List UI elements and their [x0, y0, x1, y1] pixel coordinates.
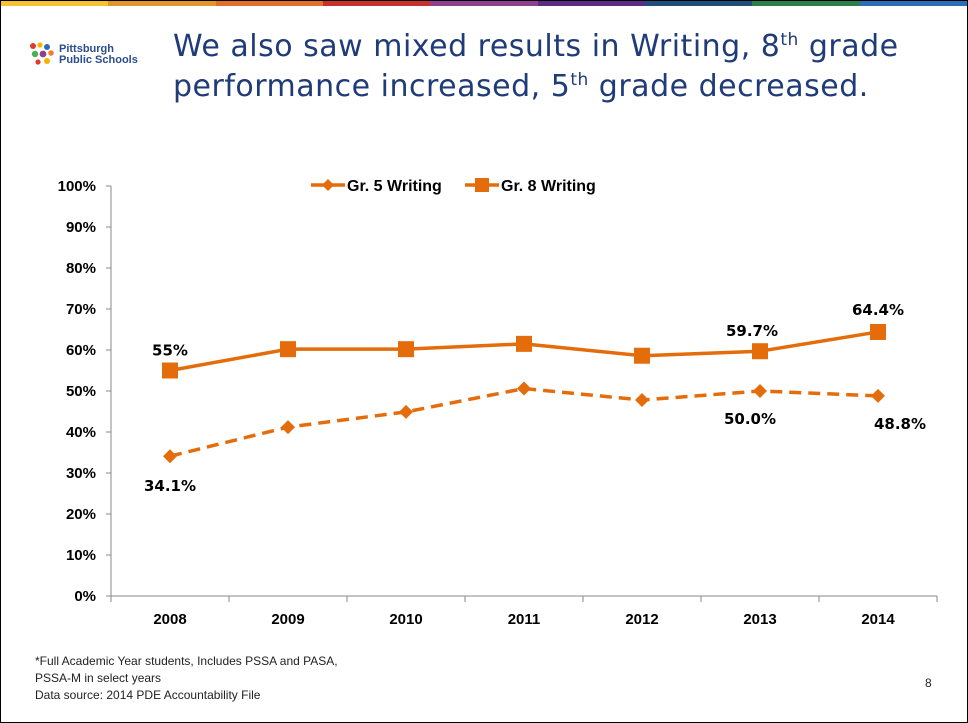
- y-tick-label: 100%: [58, 178, 96, 195]
- x-tick-label: 2012: [625, 611, 658, 628]
- logo-dot: [35, 59, 41, 65]
- y-tick-label: 0%: [74, 588, 96, 605]
- top-bar-segment: [108, 1, 216, 6]
- logo-dot: [44, 58, 50, 64]
- title-superscript-2: th: [570, 70, 589, 90]
- data-point-gr5: [635, 393, 649, 408]
- x-tick-label: 2011: [508, 611, 541, 628]
- top-bar-segment: [430, 1, 538, 6]
- data-label: 50.0%: [724, 410, 776, 428]
- x-tick-label: 2013: [743, 611, 776, 628]
- y-tick-label: 50%: [66, 383, 96, 400]
- y-tick-label: 30%: [66, 465, 96, 482]
- logo-dot: [48, 50, 54, 56]
- school-logo-icon: [30, 42, 54, 65]
- title-part-1: We also saw mixed results in Writing, 8: [173, 29, 781, 64]
- legend-label: Gr. 5 Writing: [347, 178, 442, 195]
- data-point-gr8: [870, 323, 886, 340]
- x-tick-label: 2010: [389, 611, 422, 628]
- footnote-line-2: PSSA-M in select years: [35, 671, 162, 685]
- data-point-gr5: [281, 420, 295, 435]
- logo-dot: [31, 50, 39, 58]
- data-point-gr5: [517, 381, 531, 396]
- logo-dot: [37, 42, 43, 48]
- y-tick-label: 70%: [66, 301, 96, 318]
- x-tick-label: 2009: [271, 611, 304, 628]
- logo-line-1: Pittsburgh: [59, 43, 114, 55]
- top-bar-segment: [537, 1, 645, 6]
- data-point-gr5: [399, 404, 413, 419]
- data-point-gr8: [162, 362, 178, 379]
- y-tick-label: 80%: [66, 260, 96, 277]
- data-point-gr5: [163, 449, 177, 464]
- logo-dot: [39, 50, 47, 58]
- x-tick-label: 2008: [153, 611, 186, 628]
- footnote: *Full Academic Year students, Includes P…: [35, 653, 338, 704]
- data-point-gr8: [634, 347, 650, 364]
- top-bar-segment: [1, 1, 109, 6]
- data-point-gr8: [398, 341, 414, 358]
- y-tick-label: 20%: [66, 506, 96, 523]
- top-bar-segment: [322, 1, 431, 6]
- logo-dot: [44, 44, 50, 50]
- data-label: 64.4%: [852, 301, 904, 319]
- top-bar-segment: [859, 1, 967, 6]
- title-part-3: grade decreased.: [588, 69, 869, 104]
- title-superscript-1: th: [780, 30, 799, 50]
- y-tick-label: 40%: [66, 424, 96, 441]
- logo: Pittsburgh Public Schools: [27, 41, 167, 71]
- data-label: 34.1%: [144, 477, 196, 495]
- x-tick-label: 2014: [861, 611, 895, 628]
- data-point-gr5: [871, 388, 885, 403]
- logo-dot: [30, 43, 36, 49]
- top-bar-segment: [752, 1, 860, 6]
- slide-title: We also saw mixed results in Writing, 8t…: [173, 27, 933, 107]
- legend-label: Gr. 8 Writing: [501, 178, 596, 195]
- data-point-gr5: [753, 384, 767, 398]
- top-bar-segment: [644, 1, 753, 6]
- data-point-gr8: [280, 341, 296, 358]
- legend-marker-square: [475, 178, 489, 192]
- page-number: 8: [925, 676, 932, 690]
- data-point-gr8: [516, 335, 532, 352]
- footnote-line-1: *Full Academic Year students, Includes P…: [35, 654, 338, 668]
- top-bar-segment: [215, 1, 323, 6]
- title-part-2: grade performance increased, 5: [173, 29, 899, 104]
- logo-line-2: Public Schools: [59, 54, 138, 66]
- y-tick-label: 90%: [66, 219, 96, 236]
- y-tick-label: 10%: [66, 547, 96, 564]
- data-label: 55%: [152, 342, 188, 360]
- data-label: 48.8%: [874, 415, 926, 433]
- top-color-bar: [1, 1, 967, 6]
- legend-marker-diamond: [322, 179, 334, 191]
- data-point-gr8: [752, 343, 768, 360]
- writing-line-chart: 0% 10% 20% 30% 40% 50% 60% 70% 80% 90% 100% 2008 200…: [58, 178, 938, 628]
- data-label: 59.7%: [726, 322, 778, 340]
- y-tick-label: 60%: [66, 342, 96, 359]
- footnote-line-3: Data source: 2014 PDE Accountability Fil…: [35, 688, 261, 702]
